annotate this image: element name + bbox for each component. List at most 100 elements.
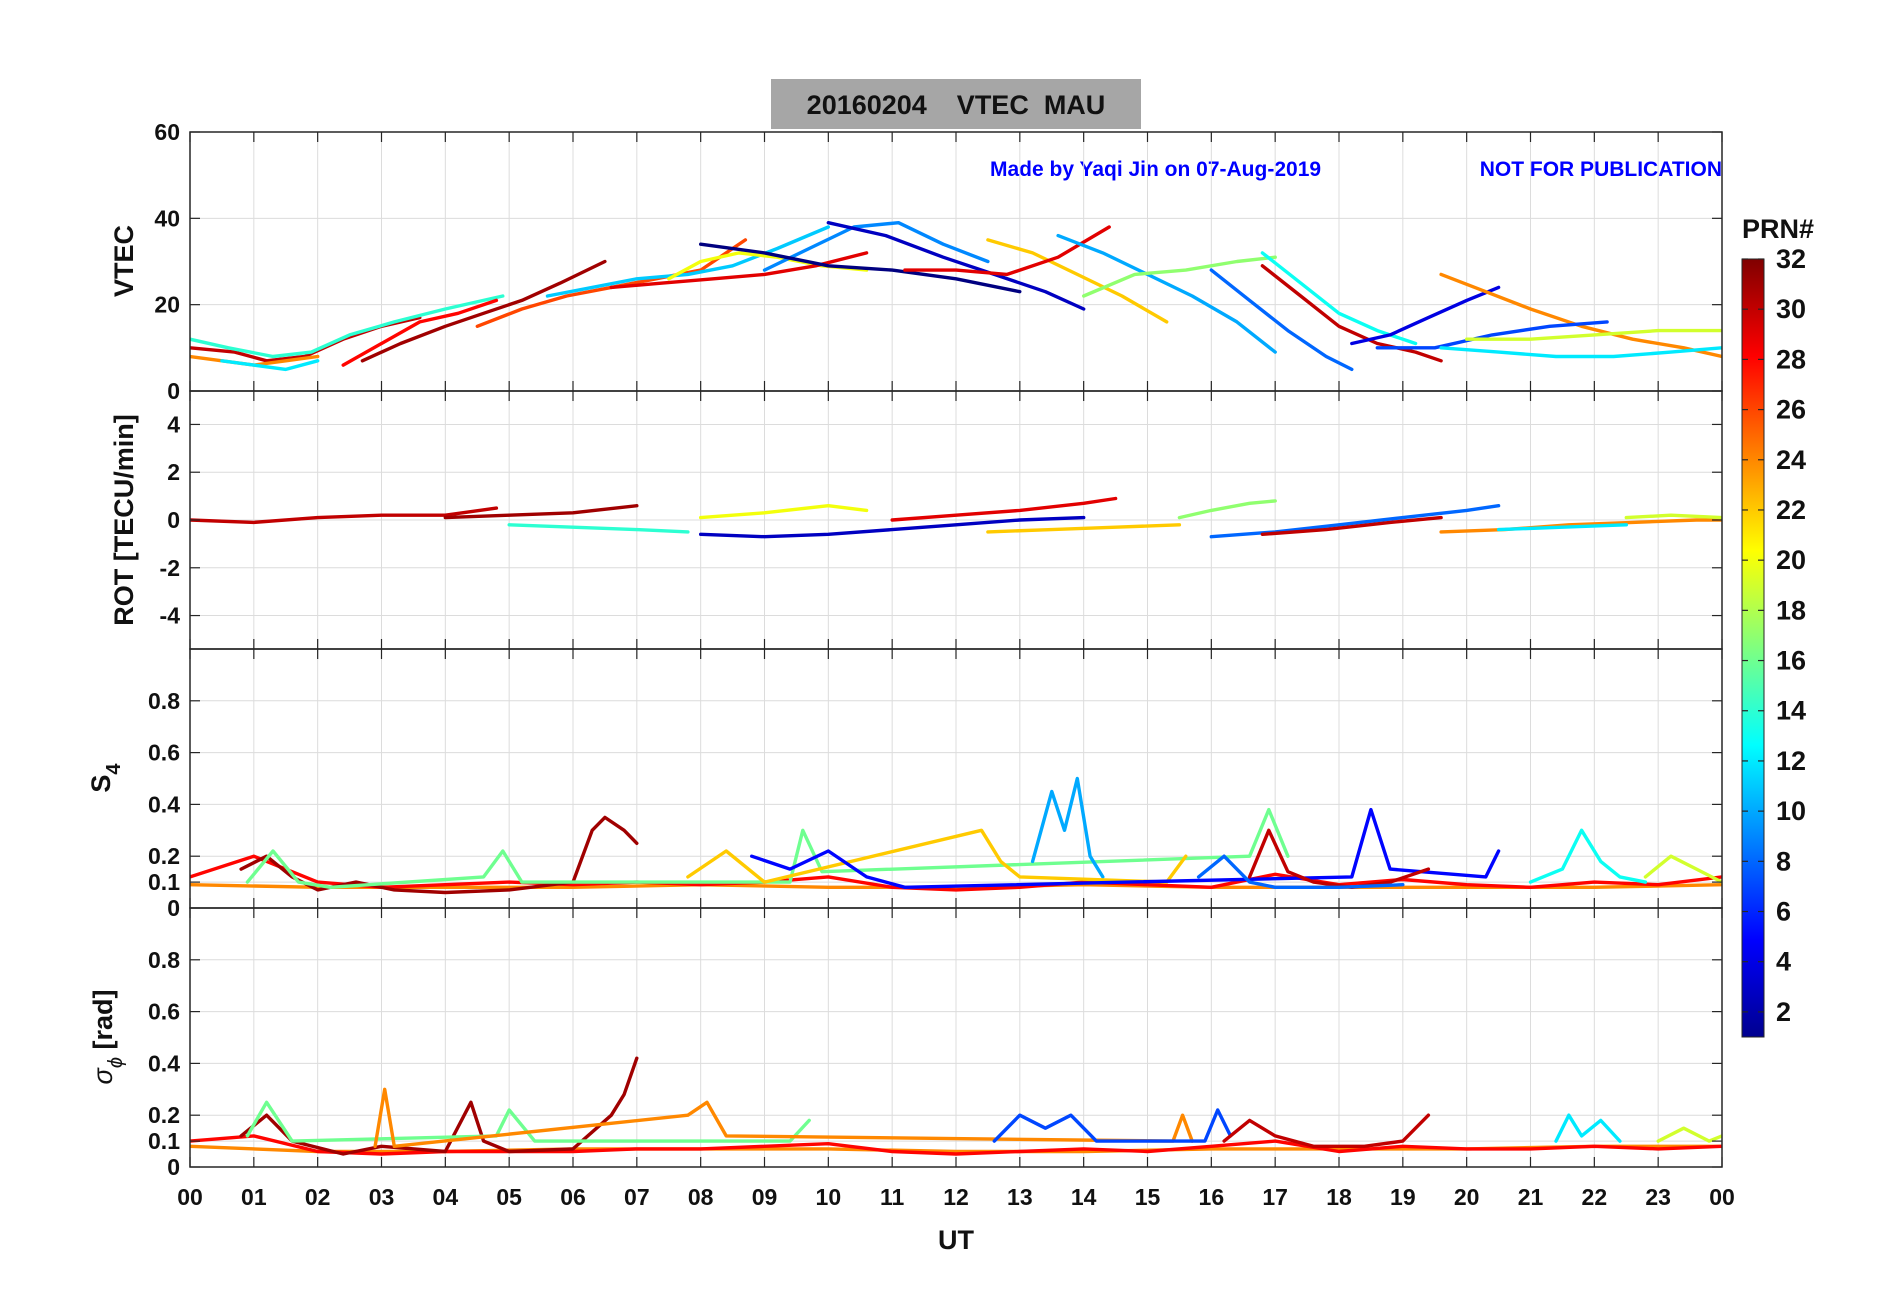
x-tick-label: 14 — [1071, 1184, 1097, 1210]
x-tick-label: 00 — [177, 1184, 203, 1210]
sigma-panel: 00.10.2 0.4 0.6 0.8 σϕ [rad] — [88, 907, 1723, 1180]
colorbar-tick-label: 2 — [1776, 997, 1791, 1027]
colorbar-tick-label: 10 — [1776, 796, 1806, 826]
x-tick-label: 01 — [241, 1184, 267, 1210]
rot-series-prn-30-9 — [1260, 515, 1443, 536]
sigma-series-prn-19-8 — [1656, 1126, 1722, 1143]
x-tick-label: 05 — [496, 1184, 522, 1210]
x-tick-label: 23 — [1645, 1184, 1671, 1210]
sigma-ytick-label: 0 — [167, 1154, 180, 1180]
x-tick-label: 02 — [305, 1184, 331, 1210]
rot-series-prn-19-12 — [1624, 513, 1722, 520]
rot-ticks: -4 -2 0 2 4 — [160, 391, 1723, 649]
rot-series — [190, 496, 1722, 539]
s4-ytick-label: 0.6 — [148, 740, 180, 766]
x-tick-label: 07 — [624, 1184, 650, 1210]
s4-series-prn-5-6 — [750, 807, 1501, 889]
rot-panel: -4 -2 0 2 4 ROT [TECU/min] — [109, 390, 1723, 650]
sigma-series-prn-16-3 — [245, 1100, 811, 1143]
rot-ytick-label: 2 — [167, 459, 180, 485]
sigma-ytick-label: 0.8 — [148, 947, 180, 973]
sigma-series-prn-7-5 — [992, 1108, 1233, 1143]
x-tick-label: 11 — [880, 1184, 905, 1210]
s4-series-prn-13-8 — [1528, 828, 1648, 884]
rot-series-prn-31-1 — [443, 504, 639, 520]
vtec-series-prn-9-10 — [762, 220, 990, 272]
sigma-ticks: 00.10.2 0.4 0.6 0.8 — [148, 908, 1723, 1180]
sigma-series — [190, 1056, 1722, 1156]
s4-ytick-label: 0.1 — [148, 869, 180, 895]
x-tick-label: 06 — [560, 1184, 586, 1210]
chart-title: 20160204 VTEC MAU — [807, 90, 1106, 120]
vtec-series-prn-17-16 — [1081, 255, 1277, 298]
x-tick-label: 16 — [1199, 1184, 1225, 1210]
vtec-ticks: 0 20 40 60 — [154, 119, 1723, 404]
x-tick-label: 03 — [369, 1184, 395, 1210]
s4-ytick-label: 0 — [167, 895, 180, 921]
rot-ytick-label: 4 — [167, 411, 180, 437]
rot-series-prn-12-11 — [1496, 523, 1629, 532]
sigma-series-prn-12-7 — [1554, 1113, 1622, 1143]
rot-series-prn-22-6 — [986, 523, 1182, 534]
s4-ytick-label: 0.4 — [148, 791, 180, 817]
vtec-series-prn-31-5 — [360, 259, 607, 363]
rot-series-prn-17-7 — [1177, 499, 1277, 520]
colorbar-tick-label: 22 — [1776, 495, 1806, 525]
s4-panel: 00.10.2 0.4 0.6 0.8 S4 — [86, 648, 1723, 921]
vtec-series-prn-3-11 — [826, 220, 1086, 311]
vtec-ylabel: VTEC — [109, 225, 139, 297]
vtec-series-prn-30-18 — [1260, 264, 1443, 363]
vtec-series-prn-4-20 — [1350, 285, 1501, 346]
s4-ytick-label: 0.8 — [148, 688, 180, 714]
rot-series-prn-30-0 — [190, 506, 499, 525]
sigma-grid — [190, 908, 1722, 1168]
colorbar-tick-label: 20 — [1776, 545, 1806, 575]
x-tick-labels: 00 01 02 03 04 05 06 07 08 09 10 11 12 13 14 15 16 17 18 19… — [177, 1184, 1735, 1210]
vtec-series-prn-11-7 — [545, 225, 830, 298]
x-tick-label: 15 — [1135, 1184, 1161, 1210]
vtec-series-prn-10-15 — [1056, 233, 1277, 354]
vtec-ytick-label: 0 — [167, 378, 180, 404]
colorbar-tick-label: 6 — [1776, 897, 1791, 927]
rot-series-prn-3-4 — [699, 515, 1086, 539]
sigma-series-prn-24-4 — [373, 1087, 1194, 1149]
vtec-series-prn-7-22 — [1375, 320, 1609, 350]
sigma-ytick-label: 0.6 — [148, 999, 180, 1025]
s4-series-prn-10-4 — [1030, 776, 1105, 879]
colorbar-tick-label: 32 — [1776, 244, 1806, 274]
rot-ylabel: ROT [TECU/min] — [109, 414, 139, 625]
rot-ytick-label: 0 — [167, 507, 180, 533]
x-axis-label: UT — [938, 1225, 974, 1255]
x-tick-label: 21 — [1518, 1184, 1544, 1210]
colorbar-tick-label: 18 — [1776, 595, 1806, 625]
s4-grid — [190, 649, 1722, 909]
x-tick-label: 09 — [752, 1184, 778, 1210]
x-tick-label: 18 — [1326, 1184, 1352, 1210]
s4-series-prn-19-9 — [1643, 854, 1722, 884]
credit-text: Made by Yaqi Jin on 07-Aug-2019 — [990, 158, 1321, 181]
vtec-series-prn-12-23 — [1439, 346, 1722, 359]
x-tick-label: 19 — [1390, 1184, 1416, 1210]
colorbar-tick-label: 12 — [1776, 746, 1806, 776]
sigma-series-prn-30-6 — [1222, 1113, 1431, 1149]
rot-series-prn-20-3 — [699, 504, 869, 520]
rot-series-prn-24-10 — [1439, 518, 1722, 534]
sigma-ytick-label: 0.2 — [148, 1102, 180, 1128]
rot-ytick-label: -4 — [160, 603, 181, 629]
vtec-series-prn-29-14 — [903, 225, 1111, 277]
colorbar-tick-label: 14 — [1776, 696, 1806, 726]
colorbar-tick-label: 28 — [1776, 344, 1806, 374]
x-tick-label: 04 — [433, 1184, 459, 1210]
sigma-ytick-label: 0.1 — [148, 1128, 180, 1154]
x-tick-label: 20 — [1454, 1184, 1480, 1210]
vtec-series-prn-22-13 — [986, 238, 1169, 324]
notice-text: NOT FOR PUBLICATION — [1480, 158, 1722, 181]
s4-ytick-label: 0.2 — [148, 843, 180, 869]
vtec-series-prn-1-12 — [699, 242, 1022, 294]
vtec-series-prn-14-1 — [190, 294, 505, 359]
rot-grid — [190, 391, 1722, 649]
vtec-ytick-label: 20 — [154, 292, 180, 318]
sigma-ytick-label: 0.4 — [148, 1050, 180, 1076]
